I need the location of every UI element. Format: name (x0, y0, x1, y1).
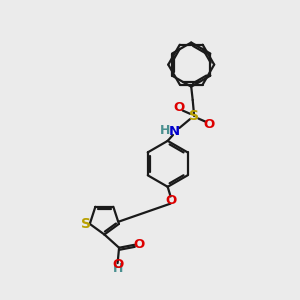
Text: S: S (189, 109, 199, 123)
Text: S: S (81, 217, 91, 231)
Text: H: H (112, 262, 123, 275)
Text: H: H (160, 124, 170, 137)
Text: O: O (112, 258, 123, 271)
Text: N: N (169, 125, 180, 138)
Text: O: O (204, 118, 215, 131)
Text: O: O (165, 194, 176, 207)
Text: O: O (173, 101, 184, 114)
Text: O: O (133, 238, 144, 251)
